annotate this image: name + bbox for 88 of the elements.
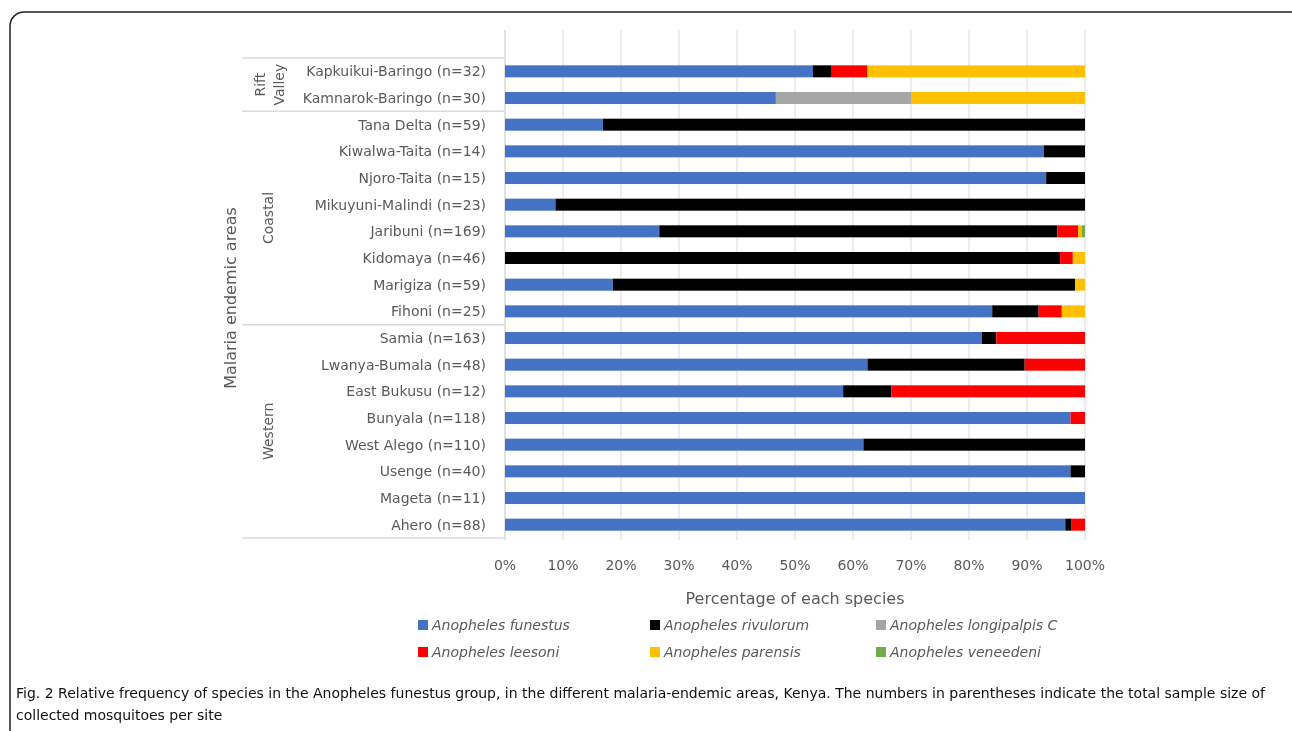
y-tick-label: Kiwalwa-Taita (n=14)	[338, 143, 486, 160]
bar	[603, 118, 1085, 131]
bar	[1057, 225, 1079, 238]
bar	[830, 65, 868, 78]
bar	[775, 92, 911, 104]
y-tick-label: Marigiza (n=59)	[373, 276, 486, 293]
bar	[505, 278, 613, 291]
bar	[1043, 145, 1085, 158]
bar	[1072, 252, 1085, 264]
legend-label: Anopheles longipalpis C	[889, 617, 1058, 633]
y-tick-label: Kamnarok-Baringo (n=30)	[302, 90, 486, 106]
y-tick-label: Mikuyuni-Malindi (n=23)	[314, 196, 486, 213]
bar	[612, 278, 1076, 291]
legend-label: Anopheles rivulorum	[663, 617, 810, 633]
text: Western	[260, 402, 276, 461]
bar	[911, 92, 1085, 104]
y-tick-label: Kidomaya (n=46)	[362, 250, 486, 266]
bar	[659, 225, 1058, 238]
x-axis-title: Percentage of each species	[685, 589, 905, 608]
x-tick-label: 70%	[895, 557, 927, 573]
y-tick-label: Usenge (n=40)	[379, 463, 486, 480]
bar	[992, 305, 1039, 318]
x-tick-label: 100%	[1064, 557, 1106, 573]
y-tick-label: Samia (n=163)	[379, 330, 486, 346]
bar	[505, 198, 556, 211]
y-tick-label: Mageta (n=11)	[379, 490, 486, 506]
bar	[505, 438, 864, 451]
x-tick-label: 90%	[1011, 557, 1043, 573]
bar	[505, 252, 1061, 264]
bar	[1065, 518, 1072, 531]
x-tick-label: 80%	[953, 557, 985, 573]
bar	[555, 198, 1085, 211]
bar	[505, 358, 868, 371]
legend-label: Anopheles leesoni	[431, 644, 560, 660]
y-tick-label: East Bukusu (n=12)	[346, 383, 486, 400]
y-tick-label: Lwanya-Bumala (n=48)	[320, 356, 486, 373]
y-tick-label: Bunyala (n=118)	[366, 410, 486, 426]
bar	[505, 118, 604, 131]
bar	[1038, 305, 1062, 318]
bar	[843, 385, 892, 398]
y-tick-label: Njoro-Taita (n=15)	[358, 170, 486, 186]
text: Rift Valley	[251, 63, 287, 106]
bar	[867, 65, 1085, 78]
bar	[505, 518, 1066, 531]
bar	[505, 65, 813, 78]
y-tick-label: Ahero (n=88)	[391, 516, 486, 533]
bar	[863, 438, 1085, 451]
bar	[1075, 278, 1085, 291]
bar	[1046, 172, 1085, 184]
y-tick-label: Tana Delta (n=59)	[357, 116, 486, 133]
bar	[505, 145, 1044, 158]
y-tick-label: Fihoni (n=25)	[391, 303, 486, 320]
x-tick-label: 0%	[493, 557, 517, 573]
bar	[981, 332, 997, 344]
bar	[867, 358, 1025, 371]
bar	[812, 65, 831, 78]
x-tick-label: 60%	[837, 557, 869, 573]
text: Coastal	[260, 191, 276, 245]
bar	[505, 305, 993, 318]
bar	[505, 172, 1047, 184]
y-tick-label: Kapkuikui-Baringo (n=32)	[306, 63, 486, 80]
x-tick-label: 30%	[663, 557, 695, 573]
x-tick-label: 50%	[779, 557, 811, 573]
y-axis-title: Malaria endemic areas	[221, 207, 240, 389]
bar	[505, 412, 1071, 424]
bar	[1070, 465, 1085, 478]
caption: Fig. 2 Relative frequency of species in the Anopheles funestus group, in the different malaria-endemic areas, Kenya. The numbers in parentheses indicate the total sample size of collected mosquitoes per site	[16, 684, 1267, 725]
bar	[1060, 252, 1073, 264]
bar	[1071, 518, 1085, 531]
bar	[996, 332, 1085, 344]
x-tick-label: 40%	[721, 557, 753, 573]
bar	[505, 332, 982, 344]
bar	[1061, 305, 1085, 318]
legend-label: Anopheles parensis	[663, 644, 801, 660]
bar	[1024, 358, 1085, 371]
legend-label: Anopheles veneedeni	[889, 644, 1042, 660]
bar	[505, 492, 1085, 504]
legend-label: Anopheles funestus	[431, 617, 570, 633]
y-tick-label: West Alego (n=110)	[344, 436, 486, 453]
bar	[505, 465, 1071, 478]
x-tick-label: 10%	[547, 557, 579, 573]
x-tick-label: 20%	[605, 557, 637, 573]
bar	[505, 225, 660, 238]
y-tick-label: Jaribuni (n=169)	[369, 223, 486, 240]
bar	[1070, 412, 1085, 424]
bar	[505, 92, 776, 104]
bar	[891, 385, 1085, 398]
bar	[505, 385, 844, 398]
